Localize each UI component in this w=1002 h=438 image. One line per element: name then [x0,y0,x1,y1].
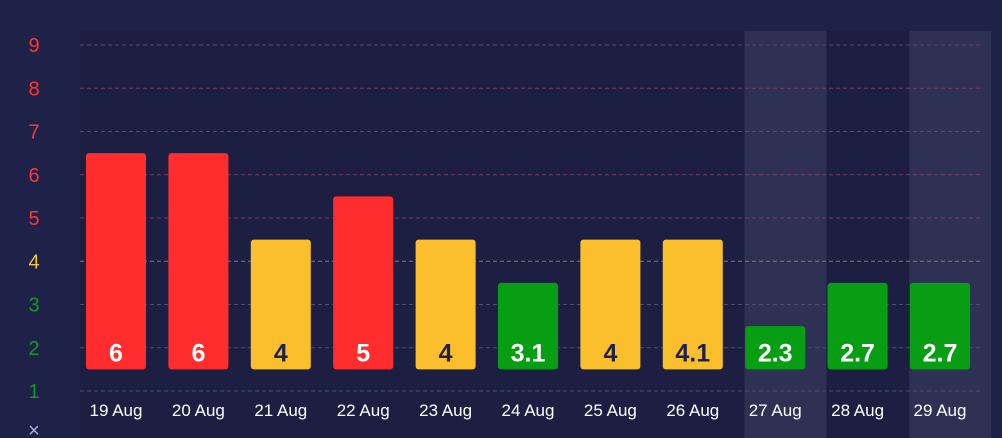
bar [415,239,476,370]
bar-value-label: 4.1 [675,339,710,367]
y-tick-label: 1 [28,381,39,403]
bar-value-label: 6 [109,339,123,367]
bar [86,153,146,370]
bar [498,282,558,370]
bar [168,153,229,370]
bar [333,196,394,370]
y-tick-label: 9 [28,35,39,57]
bar [662,239,723,370]
bar [580,239,641,370]
x-tick-label: 23 Aug [419,401,472,420]
x-tick-label: 27 Aug [749,401,802,420]
bar-value-label: 2.7 [840,339,875,367]
y-tick-label: 5 [28,208,39,230]
x-tick-label: 20 Aug [172,401,225,420]
bar-value-label: 3.1 [511,339,546,367]
y-tick-label: 2 [28,338,39,360]
x-tick-label: 21 Aug [254,401,307,420]
x-tick-label: 28 Aug [831,401,884,420]
bar-value-label: 4 [439,339,453,367]
bar-value-label: 6 [191,339,205,367]
x-tick-label: 22 Aug [337,401,390,420]
bar [827,282,888,370]
x-tick-label: 19 Aug [90,401,143,420]
x-tick-label: 26 Aug [666,401,719,420]
plot-area [80,31,982,438]
x-tick-label: 29 Aug [914,401,967,420]
bar-value-label: 4 [274,339,288,367]
y-tick-label: 3 [28,295,39,317]
bar [745,326,806,370]
highlight-column [909,31,992,438]
x-tick-label: 25 Aug [584,401,637,420]
y-tick-label: 6 [28,165,39,187]
y-tick-label: 7 [28,122,39,144]
y-tick-label: 4 [28,251,39,273]
bar-value-label: 2.3 [758,339,793,367]
bar-value-label: 5 [356,339,370,367]
bar [910,282,970,370]
y-tick-label: 8 [28,78,39,100]
bar-value-label: 4 [603,339,617,367]
highlight-column [744,31,827,438]
bar [250,239,311,370]
x-tick-label: 24 Aug [502,401,555,420]
bar-value-label: 2.7 [923,339,958,367]
y-axis-x-marker: × [28,420,40,438]
